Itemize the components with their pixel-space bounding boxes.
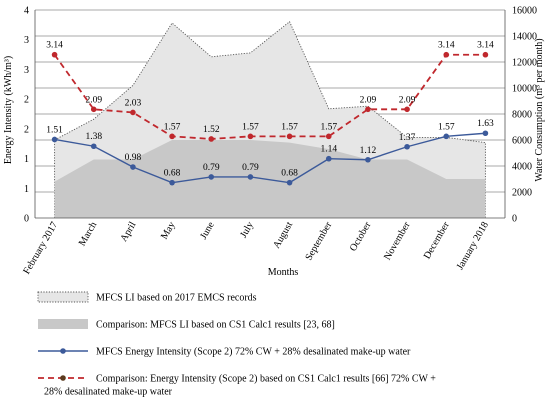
data-point xyxy=(90,106,97,113)
data-point xyxy=(443,133,450,140)
y-right-tick-label: 12000 xyxy=(512,58,537,69)
x-tick-label: February 2017 xyxy=(21,220,60,276)
data-point xyxy=(365,106,371,113)
y-right-tick-label: 4000 xyxy=(512,162,532,173)
y-right-tick-label: 2000 xyxy=(512,188,532,199)
line-series-3 xyxy=(53,53,486,140)
x-tick-label: August xyxy=(271,220,295,251)
data-label: 1.57 xyxy=(281,122,298,132)
data-label: 1.57 xyxy=(164,122,181,132)
y-right-tick-label: 16000 xyxy=(512,6,537,17)
data-label: 3.14 xyxy=(46,41,63,51)
x-tick-label: May xyxy=(159,220,178,241)
area-series-1 xyxy=(54,140,486,218)
y-left-tick-label: 3 xyxy=(24,35,29,46)
data-point xyxy=(365,156,371,163)
x-tick-label: April xyxy=(118,220,138,244)
x-tick-label: March xyxy=(77,220,100,248)
data-point xyxy=(130,109,136,116)
data-point xyxy=(404,106,410,113)
data-point xyxy=(208,136,215,142)
y-left-tick-label: 1 xyxy=(24,154,29,165)
data-point xyxy=(90,143,97,150)
data-label: 1.52 xyxy=(203,125,220,135)
y-left-tick-label: 1 xyxy=(24,184,29,195)
data-label: 2.09 xyxy=(360,95,377,105)
data-label: 1.14 xyxy=(320,145,337,155)
legend-swatch-1 xyxy=(38,319,88,329)
data-label: 1.37 xyxy=(399,133,416,143)
data-label: 3.14 xyxy=(477,41,494,51)
data-point xyxy=(325,155,332,162)
data-point xyxy=(443,51,450,58)
data-labels: 1.51 1.38 0.98 0.68 0.79 0.79 0.68 1.14 1.12 1.37… xyxy=(46,41,494,179)
data-label: 1.57 xyxy=(242,122,259,132)
legend-marker-2 xyxy=(60,348,66,354)
x-axis-title: Months xyxy=(268,267,299,278)
data-point xyxy=(247,133,254,140)
data-label: 3.14 xyxy=(438,41,455,51)
data-label: 0.68 xyxy=(281,169,298,179)
x-tick-label: January 2018 xyxy=(455,220,491,272)
y-left-tick-label: 2 xyxy=(24,124,29,135)
x-tick-label: July xyxy=(238,220,256,240)
data-point xyxy=(247,174,254,180)
data-label: 0.79 xyxy=(242,163,259,173)
y-axis-right-title: Water Consumption (m³ per month) xyxy=(534,38,545,181)
data-point xyxy=(286,133,293,140)
data-label: 0.98 xyxy=(125,153,142,163)
legend: MFCS LI based on 2017 EMCS records Compar… xyxy=(37,291,436,398)
data-label: 1.38 xyxy=(85,132,102,142)
x-tick-label: November xyxy=(382,219,413,262)
legend-swatch-0 xyxy=(37,291,89,303)
y-left-tick-label: 4 xyxy=(24,6,29,17)
y-right-tick-label: 8000 xyxy=(512,110,532,121)
y-left-tick-label: 2 xyxy=(24,95,29,106)
data-label: 1.57 xyxy=(438,122,455,132)
data-label: 1.63 xyxy=(477,119,494,129)
legend-label-0: MFCS LI based on 2017 EMCS records xyxy=(96,293,257,304)
x-tick-label: December xyxy=(422,219,452,261)
data-point xyxy=(286,179,293,186)
x-tick-label: September xyxy=(303,219,334,262)
data-point xyxy=(325,133,332,140)
data-label: 1.51 xyxy=(46,125,63,135)
data-point xyxy=(404,143,410,150)
data-point xyxy=(482,51,489,58)
y-right-tick-label: 0 xyxy=(512,214,517,225)
legend-label-2: MFCS Energy Intensity (Scope 2) 72% CW +… xyxy=(96,347,411,358)
y-left-tick-label: 0 xyxy=(24,214,29,225)
data-point xyxy=(51,136,58,143)
y-left-tick-label: 3 xyxy=(24,65,29,76)
data-point xyxy=(51,51,58,58)
legend-marker-3 xyxy=(60,375,66,381)
data-point xyxy=(130,164,136,170)
legend-label-1: Comparison: MFCS LI based on CS1 Calc1 r… xyxy=(96,320,335,331)
data-label: 0.68 xyxy=(164,169,181,179)
y-right-tick-label: 6000 xyxy=(512,136,532,147)
y-axis-left-title: Energy Intensity (kWh/m³) xyxy=(3,56,14,164)
data-label: 1.12 xyxy=(360,146,377,156)
legend-label-3: Comparison: Energy Intensity (Scope 2) b… xyxy=(44,374,436,398)
line-series xyxy=(51,51,489,186)
data-label: 2.09 xyxy=(399,95,416,105)
data-label: 2.09 xyxy=(85,95,102,105)
x-tick-label: October xyxy=(348,219,374,253)
y-right-tick-label: 14000 xyxy=(512,32,537,43)
y-right-tick-label: 10000 xyxy=(512,84,537,95)
axes xyxy=(34,10,506,219)
data-label: 1.57 xyxy=(320,122,337,132)
data-point xyxy=(208,174,215,180)
data-point xyxy=(169,179,175,186)
line-series-2 xyxy=(54,132,486,184)
data-label: 0.79 xyxy=(203,163,220,173)
area-series xyxy=(54,20,486,219)
data-point xyxy=(169,133,175,140)
x-tick-label: June xyxy=(198,220,217,242)
data-label: 2.03 xyxy=(125,98,142,108)
data-point xyxy=(482,130,489,137)
